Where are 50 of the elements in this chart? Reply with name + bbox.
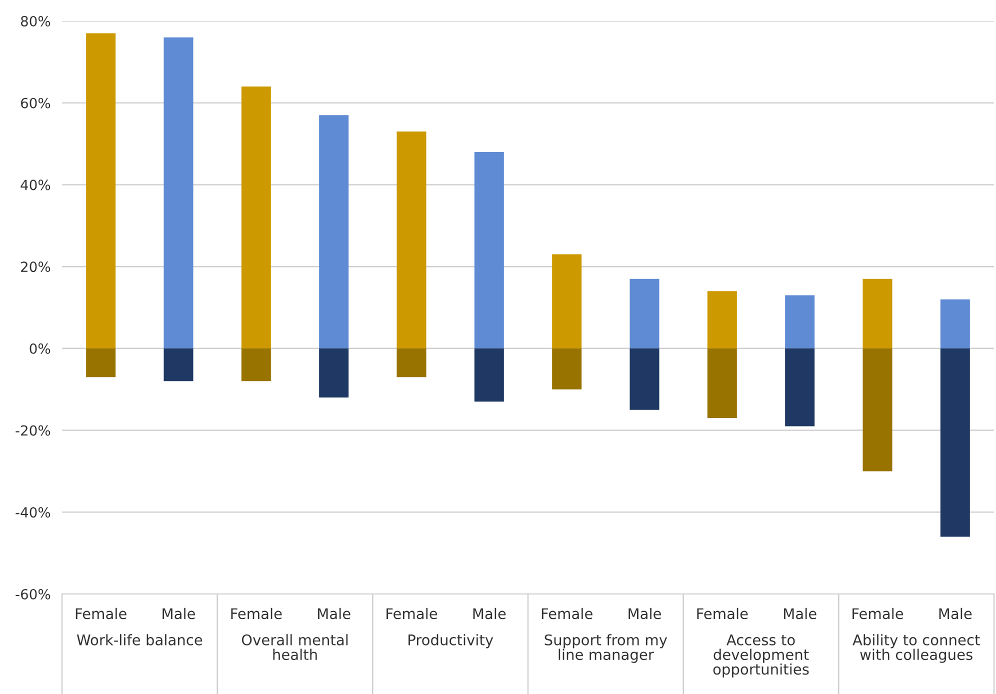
bar — [862, 348, 892, 472]
x-tick-label: Female — [386, 608, 438, 620]
x-tick-label: Female — [852, 608, 904, 620]
bar — [630, 278, 660, 348]
y-tick-label: 60% — [20, 98, 50, 108]
bar — [241, 86, 271, 348]
bar — [164, 348, 194, 382]
x-tick-label: Male — [939, 608, 972, 620]
bar — [552, 254, 582, 348]
bar — [86, 33, 116, 348]
x-tick-label: Female — [542, 608, 592, 620]
bar — [940, 348, 970, 537]
text: Overall mental health — [242, 634, 348, 660]
bar — [164, 37, 194, 348]
text: Productivity — [408, 634, 494, 648]
bar — [474, 152, 504, 348]
y-tick-label: -60% — [16, 588, 50, 600]
bar — [862, 278, 892, 348]
text: Ability to connect with colleagues — [852, 634, 980, 663]
bar — [319, 115, 349, 348]
x-tick-label: Male — [784, 608, 816, 620]
y-tick-label: 40% — [20, 180, 50, 190]
bar — [785, 295, 815, 348]
y-tick-label: 20% — [21, 262, 50, 272]
x-tick-label: Female — [76, 608, 126, 620]
text: Support from my line manager — [544, 634, 668, 663]
bar — [319, 348, 349, 398]
y-tick-label: 80% — [20, 16, 50, 26]
x-tick-label: Male — [318, 608, 350, 620]
x-tick-label: Male — [473, 608, 506, 620]
bar — [940, 299, 970, 348]
bar — [474, 348, 504, 402]
x-tick-label: Male — [162, 608, 195, 620]
text: Access to development opportunities — [713, 634, 809, 678]
bar — [241, 348, 271, 382]
y-tick-label: -40% — [16, 507, 50, 518]
y-tick-label: -20% — [16, 425, 50, 436]
bar — [630, 348, 660, 410]
bar — [396, 132, 426, 348]
bar — [707, 348, 737, 418]
x-tick-label: Male — [628, 608, 661, 620]
bar — [707, 291, 737, 348]
x-tick-label: Female — [697, 608, 748, 620]
text: Work-life balance — [76, 634, 202, 646]
x-tick-label: Female — [231, 608, 282, 620]
bar — [552, 348, 582, 390]
bar — [86, 348, 116, 378]
bar — [785, 348, 815, 426]
y-tick-label: 0% — [30, 343, 50, 354]
bar — [396, 348, 426, 378]
